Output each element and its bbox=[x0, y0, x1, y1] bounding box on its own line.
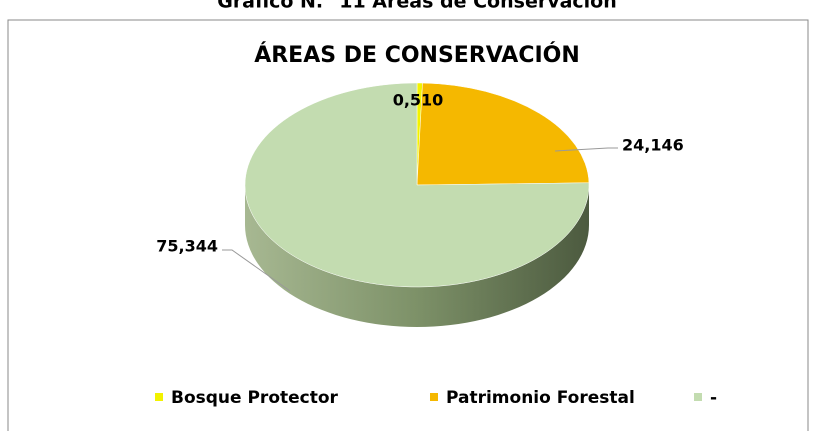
legend-swatch bbox=[155, 393, 163, 401]
data-label: 75,344 bbox=[156, 237, 218, 256]
page-title: Gráfico N.° 11 Áreas de Conservación bbox=[217, 0, 617, 13]
chart-frame bbox=[7, 19, 809, 431]
legend-swatch bbox=[430, 393, 438, 401]
legend-label: Patrimonio Forestal bbox=[446, 388, 635, 408]
legend-label: Bosque Protector bbox=[171, 388, 339, 408]
pie-slice bbox=[244, 82, 590, 288]
data-label: 24,146 bbox=[622, 136, 684, 155]
leader-line bbox=[222, 249, 291, 292]
chart-title: ÁREAS DE CONSERVACIÓN bbox=[254, 42, 580, 68]
legend-label: - bbox=[710, 388, 717, 408]
leader-line bbox=[554, 147, 618, 152]
pie-slice bbox=[416, 82, 590, 186]
legend-swatch bbox=[694, 393, 702, 401]
data-label: 0,510 bbox=[393, 91, 444, 110]
pie-side bbox=[245, 185, 589, 327]
